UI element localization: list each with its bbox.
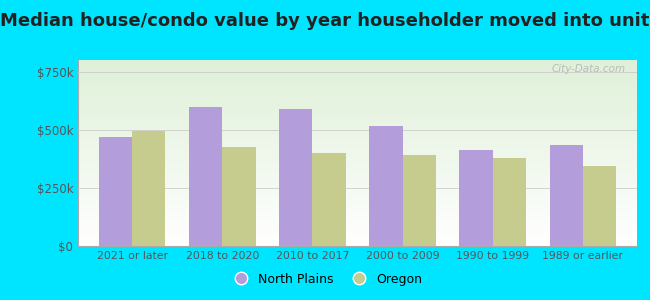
Bar (99, 137, 132, 246)
Text: City-Data.com: City-Data.com (552, 64, 626, 74)
Bar (279, 109, 313, 246)
Bar (549, 145, 583, 246)
Legend: North Plains, Oregon: North Plains, Oregon (223, 268, 427, 291)
Bar (493, 158, 526, 246)
Bar (132, 131, 166, 246)
Bar (222, 147, 255, 246)
Bar (369, 126, 402, 246)
Bar (402, 155, 436, 246)
Bar (460, 149, 493, 246)
Text: Median house/condo value by year householder moved into unit: Median house/condo value by year househo… (0, 12, 650, 30)
Bar (313, 153, 346, 246)
Bar (583, 166, 616, 246)
Bar (189, 106, 222, 246)
